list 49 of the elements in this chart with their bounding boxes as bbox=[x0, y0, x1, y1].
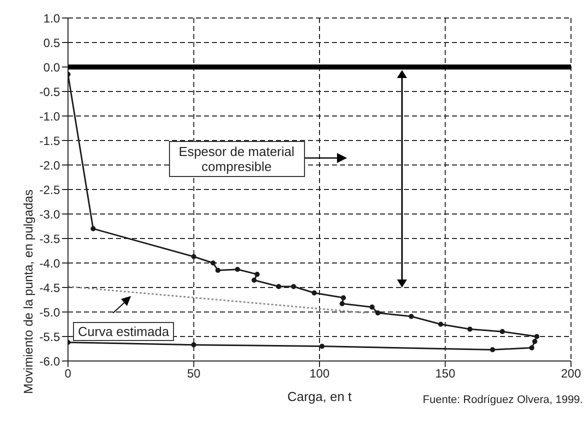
point bbox=[191, 254, 196, 260]
point bbox=[319, 344, 325, 349]
y-tick-label: 1.0 bbox=[43, 11, 60, 26]
point bbox=[291, 284, 296, 290]
point bbox=[529, 345, 534, 350]
source-note: Fuente: Rodríguez Olvera, 1999. bbox=[422, 394, 583, 406]
y-tick-label: 0.5 bbox=[43, 36, 60, 50]
y-tick-label: -5.5 bbox=[39, 330, 60, 344]
point bbox=[500, 329, 505, 334]
y-tick-label: -3.5 bbox=[39, 232, 60, 246]
x-tick-label: 50 bbox=[187, 366, 201, 381]
annotation: Espesor de material compresible bbox=[168, 140, 305, 176]
y-tick-label: -3.0 bbox=[39, 207, 60, 222]
point bbox=[90, 226, 96, 232]
point bbox=[375, 310, 380, 316]
y-tick-label: -1.5 bbox=[39, 134, 60, 148]
y-tick-label: -1.0 bbox=[39, 109, 60, 124]
point bbox=[490, 347, 496, 352]
y-tick-label: 0.0 bbox=[43, 60, 60, 74]
point bbox=[438, 322, 444, 327]
point bbox=[340, 301, 345, 306]
x-axis-title: Carga, en t bbox=[287, 389, 352, 404]
x-tick-label: 0 bbox=[64, 366, 72, 381]
point bbox=[215, 268, 220, 273]
point bbox=[191, 342, 196, 348]
y-tick-label: -0.5 bbox=[39, 84, 60, 99]
y-tick-label: -2.5 bbox=[39, 182, 60, 197]
y-tick-label: -4.5 bbox=[39, 280, 60, 295]
y-tick-label: -6.0 bbox=[39, 354, 60, 368]
text: Curva estimada bbox=[73, 322, 174, 341]
point bbox=[312, 290, 317, 296]
x-tick-label: 150 bbox=[435, 366, 456, 381]
y-tick-label: -2.0 bbox=[39, 158, 60, 172]
point bbox=[210, 260, 216, 266]
x-tick-label: 200 bbox=[560, 366, 582, 381]
y-tick-label: -4.0 bbox=[39, 256, 60, 270]
y-tick-label: -5.0 bbox=[39, 305, 60, 320]
point bbox=[532, 338, 538, 344]
point bbox=[340, 295, 346, 300]
x-tick-label: 100 bbox=[309, 366, 330, 381]
point bbox=[234, 266, 240, 272]
point bbox=[534, 334, 540, 340]
point bbox=[276, 284, 282, 290]
point bbox=[467, 326, 472, 332]
point bbox=[252, 278, 257, 283]
y-axis-title: Movimiento de la punta, en pulgadas bbox=[21, 190, 36, 394]
point bbox=[370, 304, 375, 310]
point bbox=[254, 272, 260, 277]
point bbox=[408, 314, 414, 319]
